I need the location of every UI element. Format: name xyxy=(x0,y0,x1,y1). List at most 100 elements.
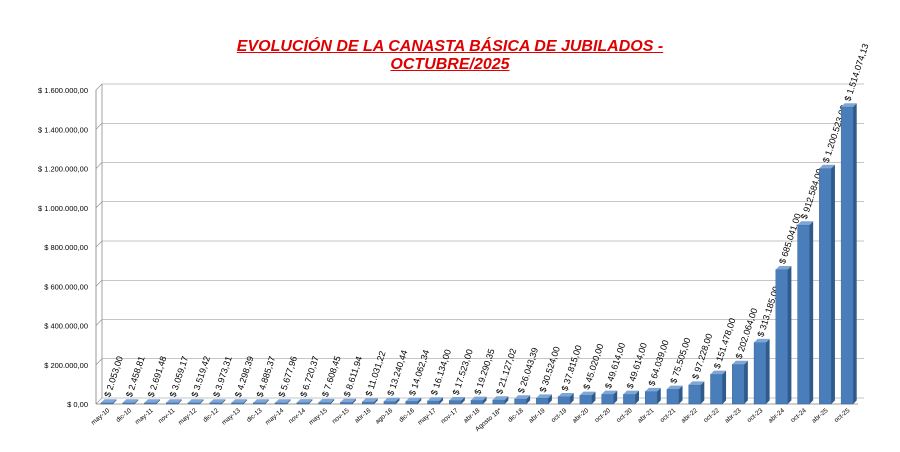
value-label: $ 75.505,00 xyxy=(668,336,692,384)
bar xyxy=(732,364,745,405)
bar xyxy=(209,402,222,405)
gridline-side xyxy=(95,358,103,365)
bar xyxy=(274,402,288,405)
bar xyxy=(405,401,418,405)
x-tick-label: nov-17 xyxy=(440,407,460,425)
bar xyxy=(557,396,571,405)
value-label: $ 8.611,94 xyxy=(342,355,364,398)
x-tick-label: may-10 xyxy=(90,407,111,427)
bar-side xyxy=(134,399,139,404)
bar-side xyxy=(657,387,661,404)
bar-side xyxy=(853,103,857,405)
value-label: $ 4.885,37 xyxy=(255,355,278,399)
bar xyxy=(231,402,244,405)
bar xyxy=(340,402,353,405)
y-tick-label: $ 1.200.000,00 xyxy=(38,165,88,174)
x-tick-label: abr-16 xyxy=(354,407,373,425)
bar-top xyxy=(362,398,378,402)
x-tick-label: ago-16 xyxy=(374,407,394,426)
bar-top xyxy=(187,399,204,403)
y-tick-label: $ 1.600.000,00 xyxy=(38,86,88,95)
bar xyxy=(166,402,179,405)
value-label: $ 2.691,48 xyxy=(146,355,169,399)
bar-side xyxy=(461,396,465,404)
bar-side xyxy=(591,391,596,404)
bar xyxy=(753,342,767,405)
value-label: $ 7.608,45 xyxy=(320,355,343,399)
bar xyxy=(623,394,636,405)
gridline-side xyxy=(95,319,103,326)
bar xyxy=(536,397,549,405)
value-label: $ 64.039,00 xyxy=(647,339,671,387)
x-tick-label: abr-22 xyxy=(680,407,699,425)
bar-side xyxy=(482,396,487,404)
bar-top xyxy=(797,221,814,225)
bar-top xyxy=(275,399,291,403)
value-label: $ 5.677,96 xyxy=(276,355,299,399)
bar-top xyxy=(296,399,313,403)
bar-top xyxy=(471,396,487,401)
bar xyxy=(144,402,157,405)
bar-side xyxy=(744,360,748,404)
x-tick-label: dic-18 xyxy=(507,407,525,424)
x-tick-label: abr-24 xyxy=(767,407,786,425)
bar xyxy=(100,402,114,405)
bar xyxy=(688,384,701,405)
value-label: $ 21.127,02 xyxy=(494,347,518,395)
bar xyxy=(253,402,266,405)
bar-top xyxy=(645,387,661,392)
value-label: $ 14.062,34 xyxy=(407,349,431,397)
bar-side xyxy=(570,392,574,404)
value-label: $ 13.240,44 xyxy=(385,349,409,397)
bar-side xyxy=(809,221,814,404)
value-label: $ 26.043,39 xyxy=(516,346,540,394)
bar-top xyxy=(122,399,139,403)
bar-top xyxy=(710,370,727,375)
bar-top xyxy=(209,399,226,403)
bar xyxy=(579,394,593,405)
x-tick-label: nov-15 xyxy=(331,407,351,425)
value-label: $ 19.290,35 xyxy=(472,348,496,396)
bar-side xyxy=(352,398,356,404)
bar xyxy=(427,400,440,405)
value-label: $ 6.720,37 xyxy=(298,355,321,399)
x-tick-label: oct-20 xyxy=(615,407,634,424)
bar xyxy=(383,401,397,405)
gridline-side xyxy=(95,123,103,130)
gridline-side xyxy=(95,83,103,91)
x-tick-label: may-13 xyxy=(221,407,242,427)
bar-side xyxy=(526,395,531,404)
chart-title-line2: OCTUBRE/2025 xyxy=(390,56,510,73)
chart-title-line1: EVOLUCIÓN DE LA CANASTA BÁSICA DE JUBILA… xyxy=(236,38,664,55)
bar-side xyxy=(700,381,705,404)
bar-top xyxy=(405,397,422,402)
bar-side xyxy=(678,385,683,404)
bar-top xyxy=(623,390,639,395)
bar-top xyxy=(841,103,857,107)
bar-top xyxy=(383,397,400,402)
bar-side xyxy=(787,265,792,404)
value-label: $ 30.524,00 xyxy=(538,345,562,393)
x-tick-label: abr-19 xyxy=(528,407,547,425)
bar-side xyxy=(156,399,161,404)
bar-side xyxy=(395,397,400,404)
bar-top xyxy=(253,399,269,403)
y-tick-label: $ 800.000,00 xyxy=(44,243,88,252)
bar-side xyxy=(504,396,509,404)
x-tick-label: abr-21 xyxy=(637,407,656,425)
bar-side xyxy=(439,397,444,404)
x-tick-label: may-15 xyxy=(308,407,329,427)
bar-top xyxy=(318,398,335,403)
bar xyxy=(666,388,680,405)
bar-side xyxy=(265,399,269,404)
bar-top xyxy=(688,381,705,385)
y-tick-label: $ 1.000.000,00 xyxy=(38,204,88,213)
y-tick-label: $ 600.000,00 xyxy=(44,282,88,291)
value-label: $ 3.973,31 xyxy=(211,355,234,399)
x-tick-label: abr-25 xyxy=(811,407,830,425)
x-tick-label: dic-12 xyxy=(202,407,220,424)
x-tick-label: dic-16 xyxy=(398,407,416,424)
y-tick-label: $ 0,00 xyxy=(67,400,88,409)
